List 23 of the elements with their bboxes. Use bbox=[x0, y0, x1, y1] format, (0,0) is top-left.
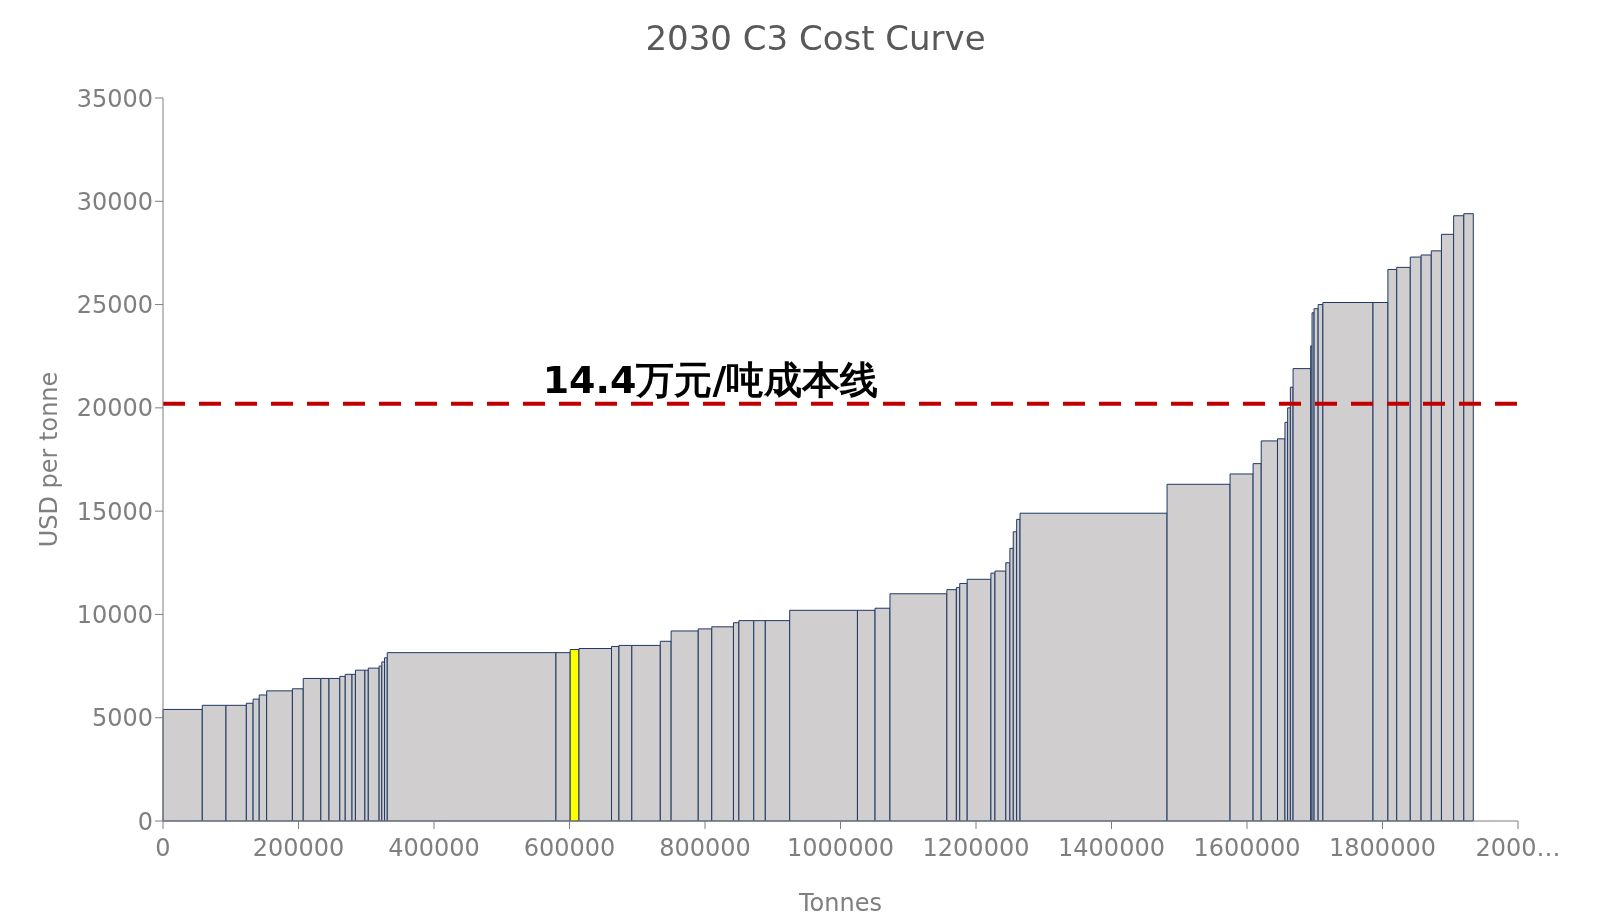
x-tick-label: 1400000 bbox=[1058, 834, 1165, 863]
x-tick-label: 1000000 bbox=[787, 834, 894, 863]
y-tick-label: 15000 bbox=[76, 497, 153, 526]
y-tick-label: 10000 bbox=[76, 600, 153, 629]
y-tick-label: 20000 bbox=[76, 394, 153, 423]
x-axis-title: Tonnes bbox=[798, 889, 882, 917]
y-tick-label: 25000 bbox=[76, 291, 153, 320]
x-tick-label: 200000 bbox=[252, 834, 345, 863]
y-tick-label: 0 bbox=[137, 807, 153, 836]
x-tick-label: 2000… bbox=[1475, 834, 1561, 863]
chart-title: 2030 C3 Cost Curve bbox=[644, 17, 987, 60]
x-tick-label: 800000 bbox=[659, 834, 751, 863]
y-tick-label: 30000 bbox=[76, 187, 153, 216]
x-tick-label: 600000 bbox=[523, 834, 616, 863]
y-tick-label: 5000 bbox=[91, 704, 153, 733]
ref-line-label: 14.4万元/吨成本线 bbox=[542, 357, 879, 402]
x-tick-label: 1200000 bbox=[922, 834, 1030, 863]
x-tick-label: 1600000 bbox=[1193, 834, 1301, 863]
x-tick-label: 0 bbox=[155, 834, 171, 863]
x-tick-label: 400000 bbox=[388, 834, 480, 863]
y-tick-label: 35000 bbox=[76, 84, 153, 113]
x-tick-label: 1800000 bbox=[1329, 834, 1436, 863]
y-axis-title: USD per tonne bbox=[34, 371, 63, 548]
